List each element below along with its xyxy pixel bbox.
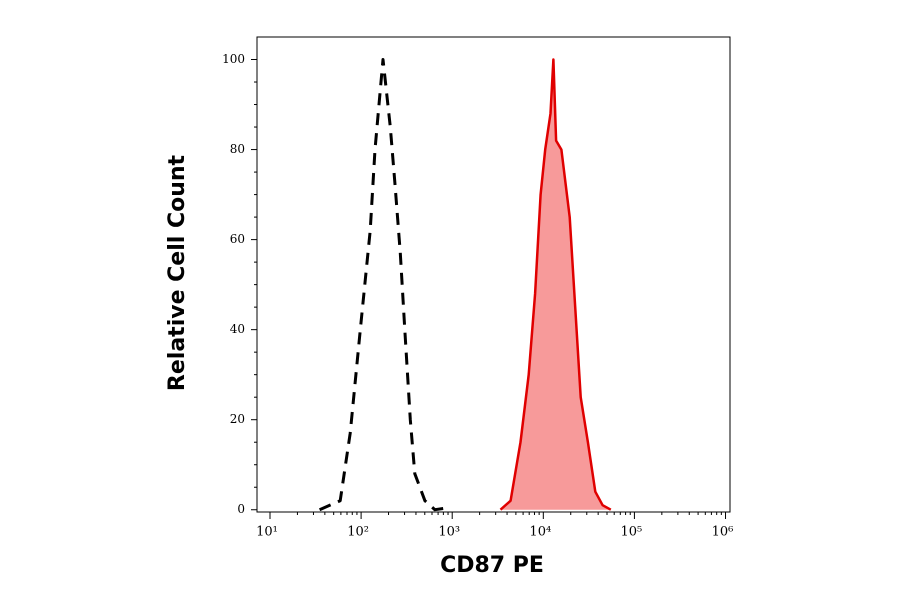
x-tick-label: 10⁵ bbox=[621, 525, 643, 540]
histogram-line bbox=[318, 58, 451, 512]
y-tick-label: 40 bbox=[230, 322, 245, 336]
x-tick-label: 10⁶ bbox=[712, 525, 734, 540]
histogram-fill bbox=[500, 59, 611, 510]
x-axis-title: CD87 PE bbox=[440, 553, 544, 578]
x-tick-label: 10³ bbox=[438, 525, 460, 540]
x-tick-label: 10⁴ bbox=[529, 525, 551, 540]
y-tick-label: 100 bbox=[222, 52, 245, 66]
plot-frame bbox=[256, 36, 731, 513]
y-tick-label: 80 bbox=[230, 142, 245, 156]
y-tick-label: 20 bbox=[230, 412, 245, 426]
x-tick-label: 10¹ bbox=[256, 525, 278, 540]
y-axis-title: Relative Cell Count bbox=[165, 154, 190, 391]
y-tick-label: 0 bbox=[237, 502, 245, 516]
y-tick-label: 60 bbox=[230, 232, 245, 246]
x-tick-label: 10² bbox=[347, 525, 369, 540]
histogram-line bbox=[499, 58, 612, 511]
